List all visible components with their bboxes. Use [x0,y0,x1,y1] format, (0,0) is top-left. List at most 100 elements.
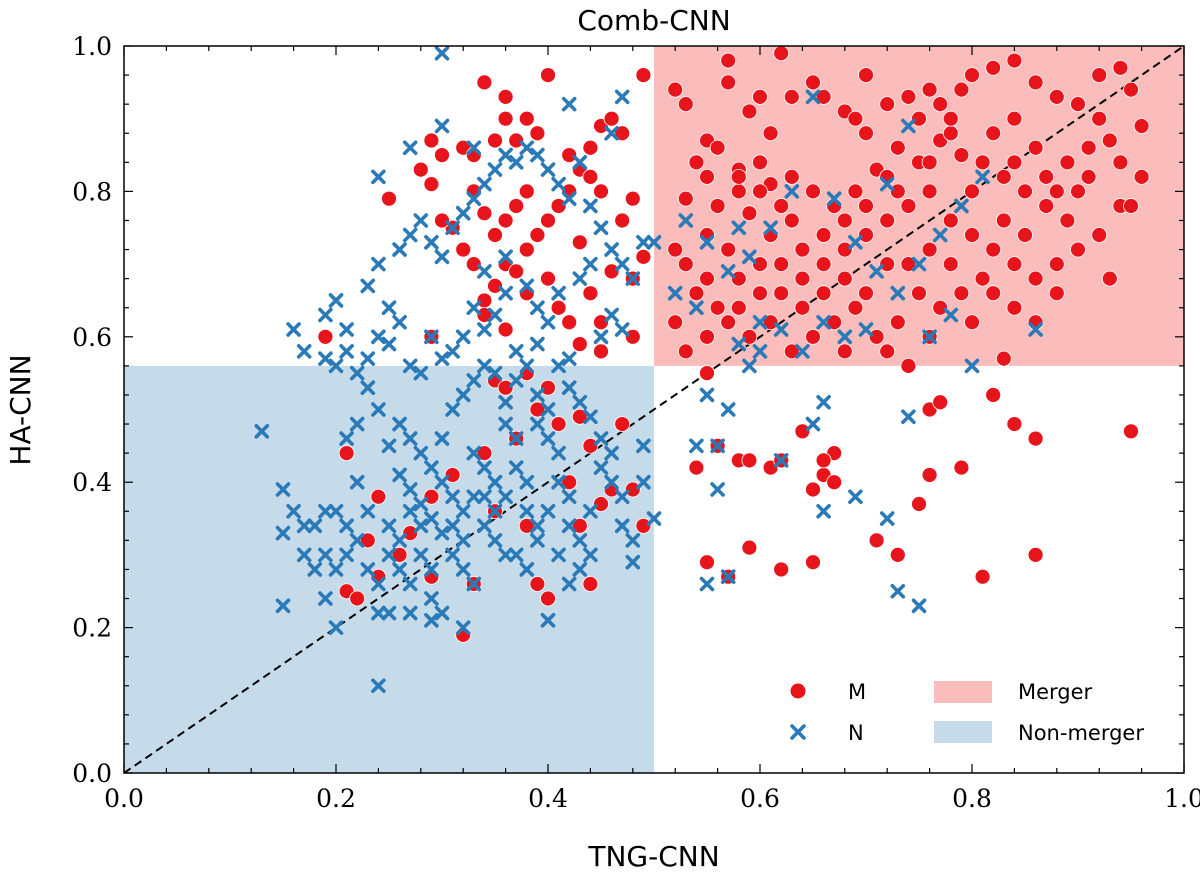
point-m-118 [677,256,694,273]
point-m-24 [614,212,631,229]
point-n-161 [498,394,513,410]
point-m-153 [805,328,821,345]
point-n-127 [561,518,577,534]
point-n-116 [508,431,524,446]
point-n-122 [540,402,556,417]
point-m-100 [1059,154,1076,171]
point-n-53 [434,351,450,366]
point-n-48 [487,307,503,323]
point-n-57 [392,314,407,330]
point-m-202 [1112,154,1129,171]
point-n-65 [508,344,524,359]
point-n-180 [477,518,492,534]
point-n-78 [307,518,323,534]
point-m-16 [582,139,599,156]
point-m-145 [974,270,991,287]
point-m-147 [932,299,949,316]
point-m-126 [836,241,853,258]
point-n-140 [636,474,651,490]
point-n-144 [455,620,471,635]
point-n-152 [402,431,418,446]
point-n-156 [445,402,460,417]
point-n-239 [689,300,704,316]
point-m-31 [571,234,588,251]
point-m-251 [741,452,758,469]
point-n-177 [445,547,460,563]
point-m-38 [497,212,514,229]
point-m-196 [879,343,896,360]
point-m-214 [370,488,387,505]
point-n-123 [540,431,556,446]
point-m-67 [709,198,726,214]
point-n-192 [286,503,301,519]
point-n-157 [455,387,471,403]
point-n-33 [646,234,662,250]
point-n-115 [498,416,513,432]
point-n-43 [551,285,566,301]
point-n-23 [540,162,556,177]
point-n-62 [339,344,354,359]
point-m-66 [699,168,715,185]
point-m-277 [1027,430,1044,447]
point-m-200 [942,110,959,127]
point-n-165 [551,358,566,374]
point-n-132 [593,460,609,475]
point-n-9 [392,242,407,257]
point-m-159 [677,343,694,360]
point-m-40 [476,205,493,222]
point-n-214 [720,264,736,279]
point-m-174 [752,183,768,200]
point-n-170 [349,416,365,432]
point-n-63 [328,358,344,374]
point-m-220 [518,517,535,534]
point-m-154 [783,343,800,360]
point-m-156 [741,328,758,345]
point-n-109 [466,445,482,461]
chart-title: Comb-CNN [577,4,730,37]
point-n-97 [402,503,418,519]
point-m-165 [1027,139,1044,156]
point-n-148 [328,620,344,635]
point-m-203 [1133,168,1150,185]
point-n-30 [614,256,630,272]
point-m-259 [815,452,832,469]
point-n-225 [954,198,969,214]
point-n-24 [551,176,566,192]
point-n-93 [381,518,397,534]
point-m-157 [720,314,737,331]
x-tick-label: 1.0 [1164,784,1200,813]
point-m-228 [614,416,631,432]
point-m-87 [953,81,970,98]
point-n-84 [339,547,354,563]
point-n-169 [339,431,354,446]
point-n-203 [816,394,831,410]
point-m-278 [1027,547,1044,563]
point-n-7 [381,336,397,352]
point-n-46 [519,278,535,294]
point-n-108 [466,576,482,592]
point-m-188 [773,256,790,273]
point-m-0 [381,190,397,207]
point-n-202 [805,416,821,432]
point-m-176 [709,139,726,156]
point-m-82 [858,125,874,142]
point-n-95 [392,562,407,577]
point-n-96 [402,576,418,592]
point-m-208 [858,198,874,214]
point-m-101 [1038,168,1055,185]
point-n-143 [540,613,556,628]
point-m-122 [752,256,768,273]
point-m-177 [688,154,705,171]
point-m-54 [593,343,609,360]
point-n-173 [402,482,418,497]
point-n-83 [339,518,354,534]
point-m-227 [582,437,599,454]
point-m-150 [868,328,885,345]
point-n-60 [360,351,376,366]
point-m-55 [624,328,641,345]
point-m-234 [582,576,599,592]
y-tick-labels: 0.0 0.2 0.4 0.6 0.8 1.0 [72,32,112,788]
point-m-240 [423,488,440,505]
point-n-99 [413,547,429,563]
point-m-28 [603,263,620,280]
